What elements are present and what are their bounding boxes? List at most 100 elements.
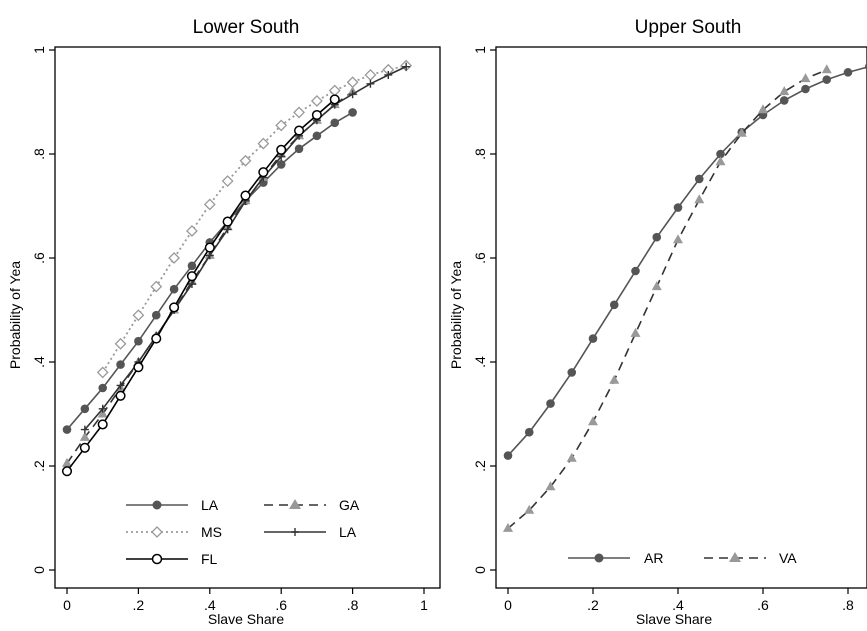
data-point <box>294 144 304 154</box>
data-point <box>168 252 181 264</box>
legend-label-ms: MS <box>201 524 222 540</box>
y-tick-label: .6 <box>31 252 47 264</box>
data-point <box>205 251 214 260</box>
x-tick-label: 0 <box>504 597 512 613</box>
data-point <box>294 125 305 136</box>
data-point <box>652 232 662 242</box>
data-point <box>222 216 233 227</box>
legend-marker <box>594 553 604 563</box>
data-point <box>169 284 179 294</box>
data-point <box>346 76 359 89</box>
panel-upper-south: Upper South Slave Share Probability of Y… <box>448 17 867 627</box>
x-tick-label: .8 <box>347 597 359 613</box>
data-point <box>80 425 89 434</box>
y-tick-label: .2 <box>472 460 488 472</box>
panel-lower-south: Lower South Slave Share Probability of Y… <box>7 17 441 627</box>
data-point <box>716 149 725 159</box>
data-point <box>61 466 73 477</box>
data-point <box>348 108 357 117</box>
y-ticks: 0 .2 .4 .6 .8 1 <box>31 46 55 574</box>
y-tick-label: .6 <box>472 252 488 264</box>
y-tick-label: .2 <box>31 460 47 472</box>
legend-entry-ms: MS <box>126 524 222 540</box>
data-point <box>186 225 198 237</box>
legend-marker <box>291 528 299 536</box>
legend-entry-fl: FL <box>126 551 218 567</box>
data-point <box>203 198 216 211</box>
legend-entry-va: VA <box>704 550 797 566</box>
data-point <box>864 62 867 71</box>
data-point <box>524 427 534 437</box>
data-point <box>150 280 163 293</box>
series-line-ms <box>101 64 407 373</box>
legend-marker <box>729 552 741 562</box>
data-point <box>62 425 72 434</box>
series-group <box>61 59 413 477</box>
chart-title: Upper South <box>635 17 742 38</box>
legend-marker <box>289 499 301 509</box>
data-point <box>567 368 577 377</box>
x-tick-label: .8 <box>842 597 854 613</box>
data-point <box>822 75 832 84</box>
data-point <box>503 522 513 532</box>
legend: AR VA <box>568 550 797 566</box>
data-point <box>715 156 726 166</box>
y-tick-label: 1 <box>472 46 488 54</box>
x-tick-label: 1 <box>420 597 428 613</box>
y-tick-label: .8 <box>472 148 488 160</box>
y-ticks: 0 .2 .4 .6 .8 1 <box>472 46 496 574</box>
data-point <box>151 333 162 344</box>
data-point <box>115 390 126 401</box>
data-point <box>821 64 832 74</box>
data-point <box>276 144 287 155</box>
data-point <box>186 271 197 282</box>
data-point <box>221 175 234 187</box>
legend-entry-ga: GA <box>264 497 360 513</box>
data-point <box>588 334 598 343</box>
x-axis-label: Slave Share <box>636 611 712 626</box>
data-point <box>524 504 535 514</box>
data-point <box>673 203 683 212</box>
data-point <box>800 73 811 83</box>
data-point <box>223 225 232 234</box>
legend: LA GA MS LA FL <box>126 497 360 567</box>
x-tick-label: .2 <box>587 597 599 613</box>
chart-title: Lower South <box>193 17 300 38</box>
data-point <box>98 404 107 413</box>
data-point <box>779 86 790 96</box>
legend-label-va: VA <box>779 550 797 566</box>
data-point <box>240 190 251 201</box>
data-point <box>258 167 269 178</box>
legend-label-fl: FL <box>201 551 218 567</box>
data-point <box>133 362 144 373</box>
legend-label-ar: AR <box>644 550 663 566</box>
data-point <box>651 281 662 291</box>
data-point <box>97 419 108 430</box>
y-tick-label: 0 <box>31 566 47 574</box>
y-tick-label: 0 <box>472 566 488 574</box>
legend-entry-ar: AR <box>568 550 663 566</box>
legend-label-la: LA <box>201 497 219 513</box>
data-point <box>694 174 704 184</box>
data-point <box>736 127 747 137</box>
x-tick-label: .2 <box>133 597 145 613</box>
data-point <box>187 280 196 288</box>
plot-frame <box>54 46 441 589</box>
data-point <box>631 266 640 276</box>
data-point <box>98 383 107 393</box>
series-line-fl <box>66 98 336 472</box>
y-tick-label: 1 <box>31 46 47 54</box>
x-tick-label: .6 <box>275 597 287 613</box>
y-axis-label: Probability of Yea <box>7 261 23 369</box>
x-ticks: 0 .2 .4 .6 .8 1 <box>63 588 428 613</box>
data-point <box>80 404 90 414</box>
data-point <box>311 109 322 121</box>
data-point <box>62 457 72 467</box>
data-point <box>609 300 619 310</box>
data-point <box>366 79 375 88</box>
data-point <box>310 95 323 107</box>
data-point <box>330 118 340 128</box>
data-point <box>566 452 577 462</box>
legend-label-la-2: LA <box>339 524 357 540</box>
